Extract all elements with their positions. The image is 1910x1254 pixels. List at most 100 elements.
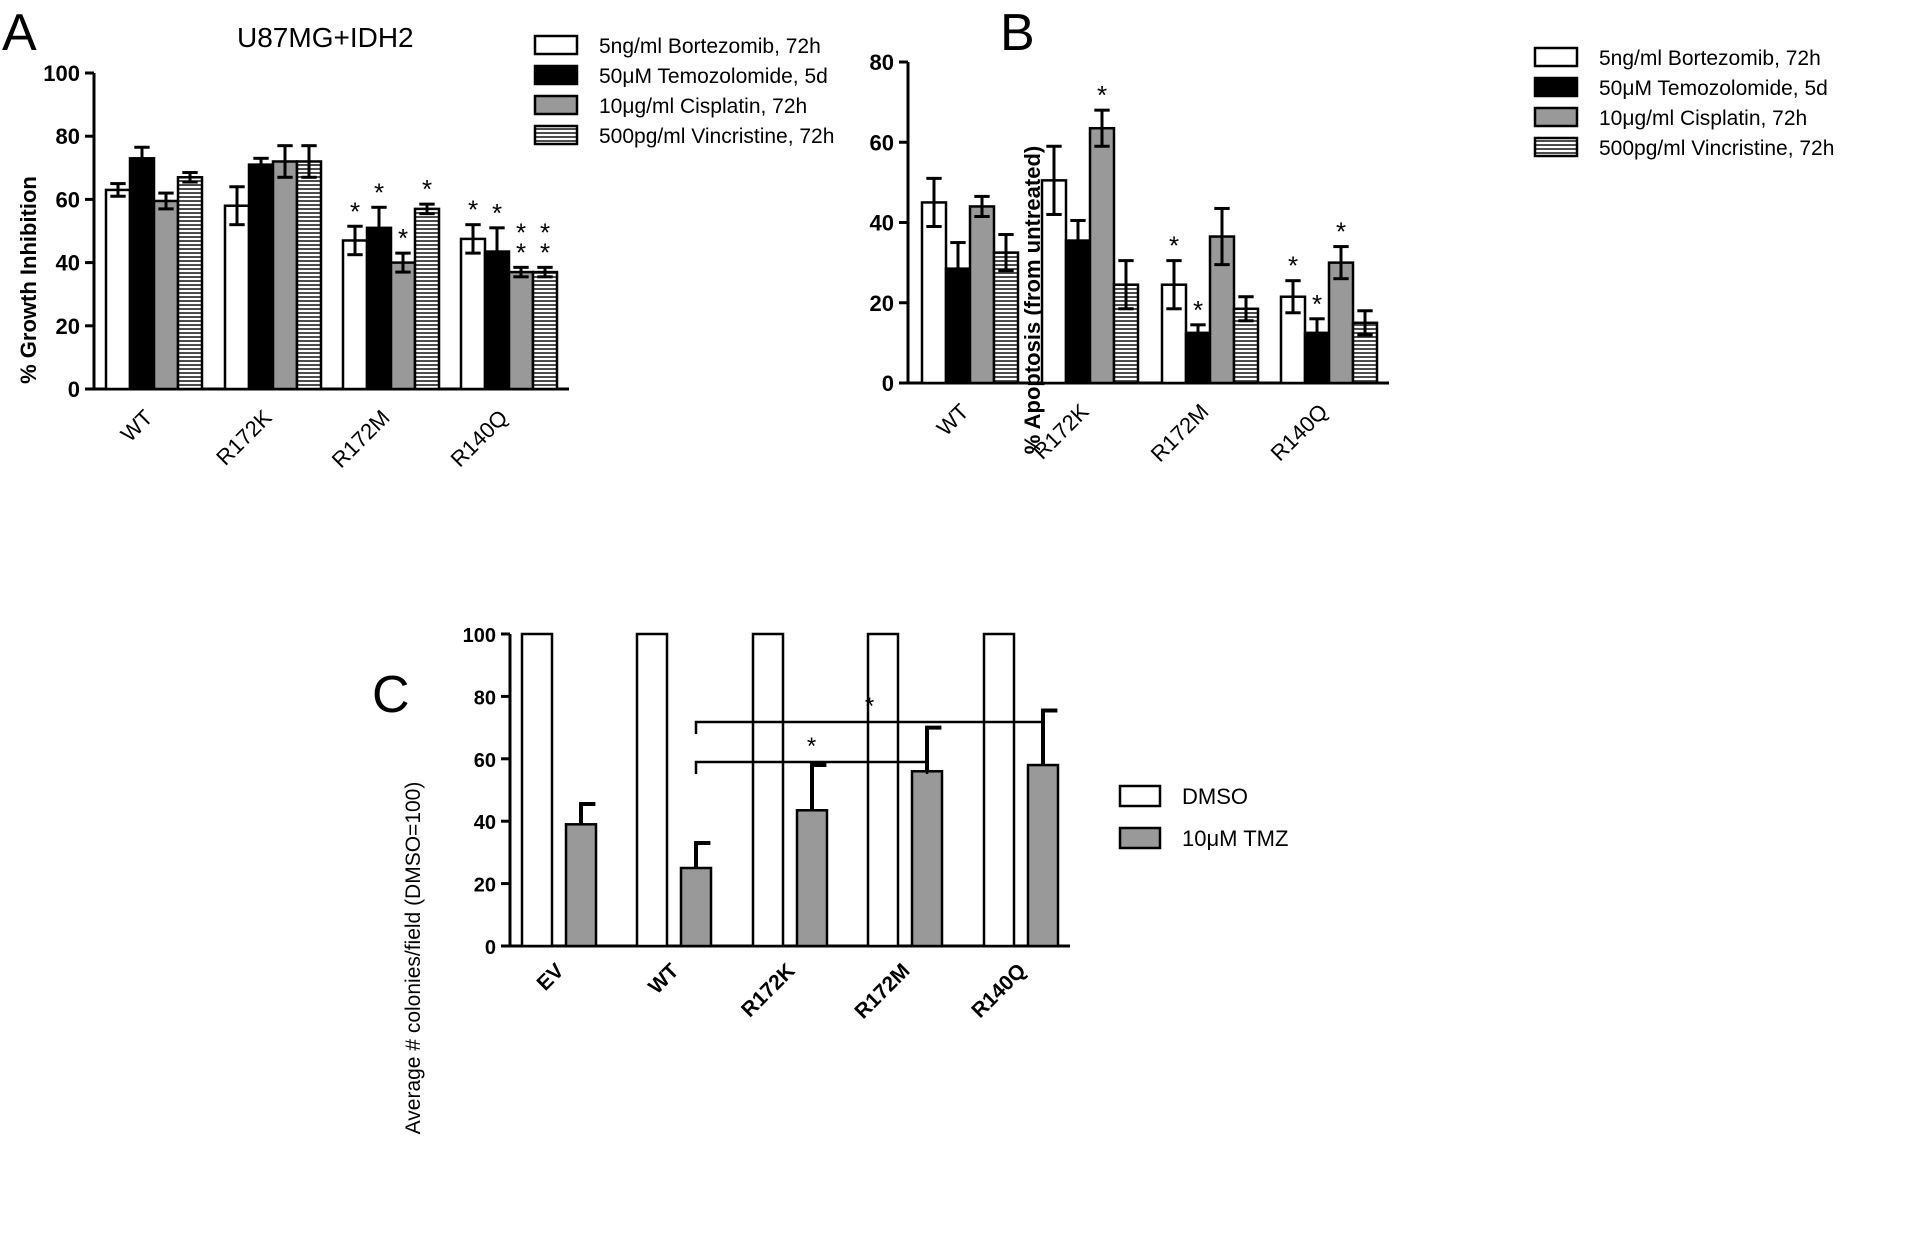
bar-r172k-s3 <box>1088 126 1116 385</box>
comparison-star: * <box>865 693 874 720</box>
legend-label-4: 500pg/ml Vincristine, 72h <box>599 125 834 148</box>
bar-wt-s2 <box>944 267 972 385</box>
y-tick-label: 80 <box>56 124 80 149</box>
panel-a: A U87MG+IDH2 % Growth Inhibition 0 20 40 60… <box>2 4 834 473</box>
x-tick-label-r172k: R172K <box>737 959 799 1021</box>
bar-ev-s1 <box>520 632 554 948</box>
bar-r140q-s3 <box>507 270 535 391</box>
y-tick-label: 40 <box>474 812 496 834</box>
x-tick-label-ev: EV <box>532 959 568 995</box>
legend-c: DMSO 10μM TMZ <box>1118 784 1288 851</box>
bar-wt-s2 <box>128 157 156 391</box>
bar-r172m-s2 <box>365 226 393 391</box>
significance-star: * <box>1097 80 1107 110</box>
legend-b: 5ng/ml Bortezomib, 72h 50μM Temozolomide,… <box>1533 46 1834 160</box>
significance-star: * <box>422 174 432 204</box>
panel-label-b: B <box>1000 4 1035 62</box>
bar-wt-s3 <box>152 199 180 391</box>
panel-label-c: C <box>372 666 410 724</box>
bar-r172k-s1 <box>223 204 251 391</box>
legend-swatch-1 <box>1118 784 1162 808</box>
bar-r172k-s2 <box>247 163 275 391</box>
significance-star: * <box>468 195 478 225</box>
y-axis-label-c: Average # colonies/field (DMSO=100) <box>402 782 425 1135</box>
y-tick-label: 100 <box>463 625 496 647</box>
significance-star: * <box>1288 251 1298 281</box>
panel-label-a: A <box>2 4 37 62</box>
comparison-star: * <box>807 733 816 760</box>
significance-star: * <box>1169 231 1179 261</box>
y-tick-label: 60 <box>474 750 496 772</box>
comparison-bracket <box>694 760 929 774</box>
x-tick-label-r172m: R172M <box>850 959 914 1023</box>
y-tick-label: 20 <box>870 291 894 316</box>
significance-star: * <box>398 223 408 253</box>
significance-star: * <box>540 217 550 247</box>
y-tick-label: 20 <box>56 314 80 339</box>
y-tick-label: 20 <box>474 875 496 897</box>
bar-ev-s2 <box>564 823 598 948</box>
bar-r172m-s1 <box>341 239 369 391</box>
bar-wt-s2 <box>679 866 713 948</box>
bar-r172m-s3 <box>389 261 417 391</box>
y-tick-label: 60 <box>870 130 894 155</box>
bar-r172m-s1 <box>866 632 900 948</box>
legend-swatch-3 <box>1533 106 1579 128</box>
panel-b: B % Apoptosis (from untreated) 020406080… <box>870 4 1835 467</box>
legend-label-1: 5ng/ml Bortezomib, 72h <box>1599 47 1821 70</box>
legend-swatch-2 <box>1118 826 1162 850</box>
y-tick-label: 80 <box>474 687 496 709</box>
bar-r172k-s3 <box>271 160 299 391</box>
y-tick-label: 100 <box>43 61 80 86</box>
panel-c: C Average # colonies/field (DMSO=100) 0 2… <box>372 625 1288 1134</box>
bar-r172m-s2 <box>910 770 944 948</box>
significance-star: * <box>516 237 526 267</box>
legend-label-3: 10μg/ml Cisplatin, 72h <box>1599 107 1807 130</box>
significance-star: * <box>1193 295 1203 325</box>
y-tick-label: 0 <box>485 937 496 959</box>
y-tick-label: 80 <box>870 50 894 75</box>
legend-swatch-4 <box>533 124 579 146</box>
bar-wt-s1 <box>635 632 669 948</box>
x-tick-label-wt: WT <box>116 405 158 447</box>
y-tick-label: 40 <box>870 211 894 236</box>
legend-label-1: 5ng/ml Bortezomib, 72h <box>599 35 821 58</box>
significance-star: * <box>540 237 550 267</box>
legend-swatch-3 <box>533 94 579 116</box>
bar-r140q-s4 <box>531 270 559 391</box>
bar-r140q-s3 <box>1327 261 1355 385</box>
legend-swatch-2 <box>1533 76 1579 98</box>
y-tick-label: 40 <box>56 251 80 276</box>
significance-star: * <box>1336 217 1346 247</box>
significance-star: * <box>374 177 384 207</box>
x-tick-label-r172m: R172M <box>327 405 395 473</box>
y-tick-label: 0 <box>882 371 894 396</box>
bar-r172k-s4 <box>295 160 323 391</box>
bar-wt-s1 <box>920 201 948 385</box>
legend-a: 5ng/ml Bortezomib, 72h 50μM Temozolomide,… <box>533 34 834 148</box>
plot-area-c: 0 20 40 60 80 100 EV WT R172K R172M R140Q * * <box>463 625 1070 1023</box>
comparison-bracket <box>694 720 1045 734</box>
legend-swatch-4 <box>1533 136 1579 158</box>
bar-r172k-s2 <box>795 809 829 948</box>
bar-wt-s4 <box>992 251 1020 385</box>
legend-label-4: 500pg/ml Vincristine, 72h <box>1599 137 1834 160</box>
legend-label-3: 10μg/ml Cisplatin, 72h <box>599 95 807 118</box>
significance-star: * <box>1312 289 1322 319</box>
legend-label-2: 50μM Temozolomide, 5d <box>1599 77 1828 100</box>
bar-r172k-s2 <box>1064 239 1092 385</box>
significance-star: * <box>350 196 360 226</box>
legend-swatch-1 <box>533 34 579 56</box>
legend-swatch-1 <box>1533 46 1579 68</box>
x-tick-label-r172m: R172M <box>1146 399 1214 467</box>
x-tick-label-r140q: R140Q <box>446 405 513 472</box>
y-tick-label: 0 <box>68 377 80 402</box>
bar-r172m-s4 <box>413 207 441 391</box>
legend-label-2: 50μM Temozolomide, 5d <box>599 65 828 88</box>
bar-r140q-s1 <box>459 237 487 391</box>
x-tick-label-r140q: R140Q <box>1266 399 1333 466</box>
x-tick-label-wt: WT <box>644 959 683 998</box>
